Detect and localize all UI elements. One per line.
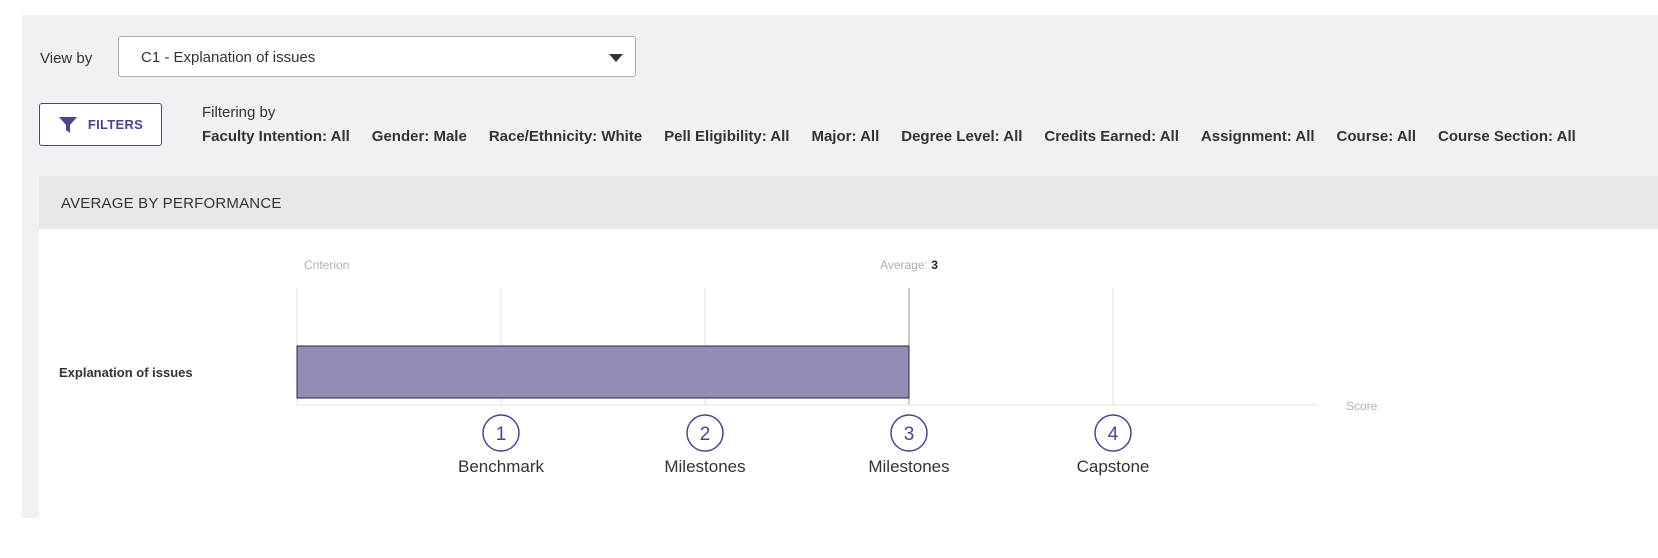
tick-circle-4	[1094, 414, 1132, 452]
filter-faculty-intention: Faculty Intention: All	[202, 128, 350, 145]
tick-number-1: 1	[496, 424, 507, 445]
criterion-column-header: Criterion	[304, 258, 349, 272]
tick-circle-3	[890, 414, 928, 452]
active-filter-list: Faculty Intention: All Gender: Male Race…	[202, 128, 1576, 145]
x-axis-label: Score	[1346, 399, 1378, 413]
chart-area: Criterion Average: 3 Score Explanation of i…	[39, 229, 1658, 518]
filters-button[interactable]: FILTERS	[39, 103, 162, 146]
tick-label-2: Milestones	[664, 457, 745, 476]
tick-circle-1	[482, 414, 520, 452]
filters-button-label: FILTERS	[87, 117, 144, 132]
filtering-by-title: Filtering by	[202, 104, 276, 121]
view-by-selected-value: C1 - Explanation of issues	[141, 49, 316, 66]
filter-pell-eligibility: Pell Eligibility: All	[664, 128, 790, 145]
tick-number-4: 4	[1108, 424, 1119, 445]
filter-major: Major: All	[811, 128, 880, 145]
filter-course-section: Course Section: All	[1437, 128, 1576, 145]
chevron-down-icon	[609, 54, 623, 62]
tick-circle-2	[686, 414, 724, 452]
filter-assignment: Assignment: All	[1200, 128, 1315, 145]
section-header: AVERAGE BY PERFORMANCE	[39, 176, 1658, 229]
filter-race-ethnicity: Race/Ethnicity: White	[488, 128, 643, 145]
bar-explanation-of-issues	[296, 345, 910, 399]
controls-panel: View by C1 - Explanation of issues FILTE…	[22, 15, 1658, 518]
filter-icon	[58, 116, 77, 133]
average-label: Average: 3	[880, 258, 938, 272]
tick-label-3: Milestones	[868, 457, 949, 476]
filter-degree-level: Degree Level: All	[901, 128, 1023, 145]
tick-number-2: 2	[700, 424, 711, 445]
tick-label-1: Benchmark	[458, 457, 544, 476]
tick-label-4: Capstone	[1077, 457, 1150, 476]
view-by-select[interactable]: C1 - Explanation of issues	[118, 36, 636, 77]
category-label: Explanation of issues	[59, 365, 193, 380]
performance-chart: Criterion Average: 3 Score Explanation of i…	[59, 258, 1378, 476]
filter-credits-earned: Credits Earned: All	[1044, 128, 1179, 145]
tick-number-3: 3	[904, 424, 915, 445]
section-title: AVERAGE BY PERFORMANCE	[61, 195, 282, 212]
view-by-label: View by	[40, 50, 93, 67]
filter-gender: Gender: Male	[371, 128, 467, 145]
filter-course: Course: All	[1336, 128, 1416, 145]
average-value: 3	[931, 258, 938, 272]
